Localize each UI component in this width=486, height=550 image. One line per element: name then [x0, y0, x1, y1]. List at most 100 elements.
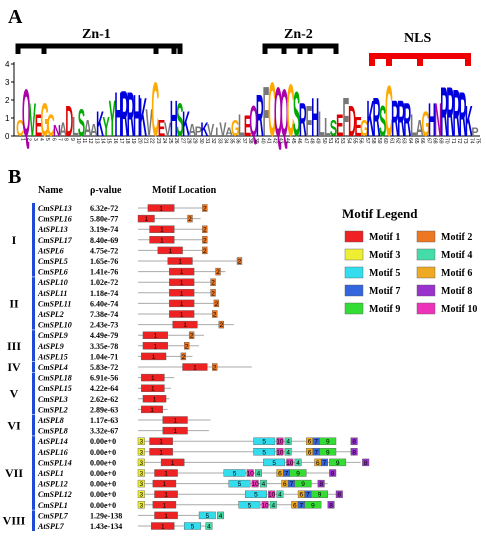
motif-box — [289, 469, 307, 477]
motif-number: 7 — [285, 471, 289, 478]
motif-box — [216, 511, 224, 520]
logo-letter: I — [215, 127, 218, 139]
logo-letter: K — [182, 104, 190, 145]
motif-number: 4 — [296, 460, 300, 467]
motif-box — [236, 257, 243, 265]
motif-number: 1 — [180, 269, 184, 276]
logo-position-label: 44 — [284, 138, 290, 144]
motif-box — [329, 458, 347, 467]
motif-box — [169, 310, 195, 318]
motif-number: 4 — [207, 524, 211, 531]
gene-name: CmSPL13 — [38, 204, 72, 213]
logo-letter: E — [158, 114, 165, 141]
gene-row: CmSPL9 4.49e-79 1 2 — [38, 331, 204, 340]
logo-position-label: 54 — [345, 138, 351, 144]
motif-number: 2 — [188, 216, 192, 223]
legend-label: Motif 2 — [441, 232, 472, 243]
logo-letter: L — [318, 104, 325, 145]
logo-letter: Q — [274, 72, 282, 152]
logo-letter: K — [465, 96, 473, 145]
legend-swatch — [416, 302, 436, 315]
motif-box — [253, 437, 276, 445]
gene-name: AtSPL7 — [37, 522, 65, 531]
motif-number: 2 — [182, 354, 186, 361]
gene-name: CmSPL15 — [38, 384, 72, 393]
gene-row: AtSPL6 4.75e-72 1 2 — [37, 246, 208, 255]
logo-position-labels: 1 2 3 4 5 6 7 8 9 10 11 12 13 14 15 16 17 18 19 20 21 22 23 24 2… — [20, 138, 481, 144]
group-bar — [32, 203, 35, 277]
logo-letter: S — [379, 96, 386, 145]
motif-box — [213, 299, 220, 308]
motif-box — [210, 278, 216, 286]
motif-number: 8 — [319, 481, 323, 488]
logo-position-label: 45 — [290, 138, 296, 144]
gene-pvalue: 6.91e-56 — [90, 374, 118, 383]
logo-position-label: 19 — [130, 138, 136, 144]
logo-letter: R — [121, 77, 129, 150]
motif-box — [167, 257, 193, 265]
logo-position-label: 36 — [235, 138, 241, 144]
motif-box — [284, 448, 292, 456]
motif-number: 5 — [262, 439, 266, 446]
logo-position-label: 62 — [395, 138, 401, 144]
gene-name: AtSPL12 — [37, 480, 68, 489]
motif-number: 2 — [215, 301, 219, 308]
gene-row: AtSPL11 1.18e-74 1 2 — [37, 289, 216, 298]
motif-box — [245, 490, 267, 498]
logo-position-label: 11 — [81, 138, 87, 143]
motif-box — [286, 458, 294, 467]
logo-letter: A — [59, 120, 67, 141]
logo-letter: A — [188, 122, 196, 141]
motif-box — [276, 490, 284, 498]
logo-letter: S — [78, 102, 85, 146]
motif-number: 1 — [144, 216, 148, 223]
logo-letter: C — [47, 108, 55, 143]
motif-number: 4 — [286, 439, 290, 446]
motif-box — [254, 469, 262, 477]
logo-position-label: 63 — [401, 138, 407, 144]
gene-row: CmSPL11 6.40e-74 1 2 — [38, 299, 220, 308]
panel-b-label: B — [8, 166, 21, 188]
motif-number: 1 — [160, 237, 164, 244]
logo-letter: R — [459, 79, 467, 150]
logo-position-label: 25 — [167, 138, 173, 144]
motif-number: 6 — [278, 471, 282, 478]
nls-label: NLS — [404, 31, 431, 46]
logo-letter: D — [65, 96, 73, 145]
logo-letter: E — [244, 109, 251, 142]
motif-number: 2 — [203, 227, 207, 234]
gene-pvalue: 4.75e-72 — [90, 246, 118, 255]
motif-number: 7 — [314, 449, 318, 456]
logo-position-label: 46 — [296, 138, 302, 144]
legend-swatch — [344, 284, 364, 297]
logo-letter: C — [268, 66, 276, 153]
motif-box — [182, 363, 208, 371]
motif-number: 5 — [262, 449, 266, 456]
logo-letter: L — [72, 112, 79, 142]
motif-number: 9 — [326, 449, 330, 456]
logo-letter: R — [403, 95, 411, 147]
gene-name: AtSPL10 — [37, 278, 68, 287]
logo-letter: H — [115, 79, 123, 150]
motif-box — [350, 437, 358, 445]
motif-number: 6 — [283, 481, 287, 488]
logo-letter: V — [207, 122, 214, 141]
logo-position-label: 70 — [444, 138, 450, 144]
gene-name: CmSPL6 — [38, 268, 68, 277]
gene-row: AtSPL7 1.43e-134 1 5 4 — [37, 522, 213, 531]
motif-number: 4 — [271, 502, 275, 509]
gene-row: CmSPL15 4.22e-64 1 — [38, 384, 171, 393]
logo-letter: Q — [22, 77, 30, 151]
gene-pvalue: 0.00e+0 — [90, 448, 116, 457]
motif-number: 7 — [306, 492, 310, 499]
motif-number: 2 — [213, 312, 217, 319]
motif-box — [246, 469, 254, 477]
motif-number: 5 — [233, 471, 237, 478]
motif-number: 3 — [139, 492, 143, 499]
motif-box — [137, 437, 145, 445]
gene-pvalue: 0.00e+0 — [90, 501, 116, 510]
motif-box — [362, 458, 370, 467]
gene-name: AtSPL2 — [37, 310, 64, 319]
logo-letter: V — [29, 95, 36, 147]
